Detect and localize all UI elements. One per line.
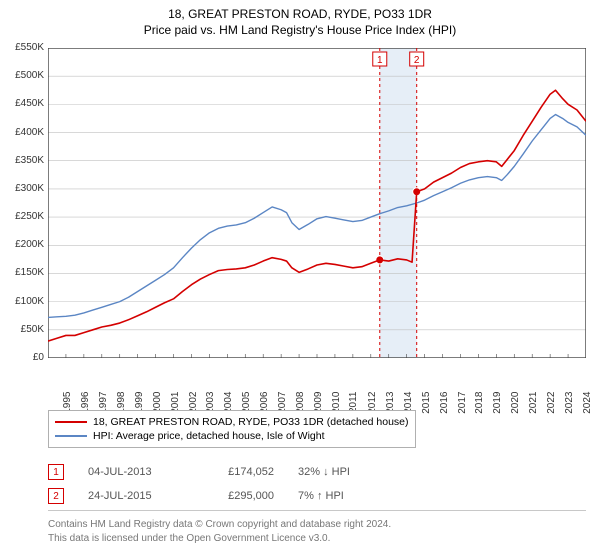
event-date-2: 24-JUL-2015 bbox=[88, 490, 180, 502]
footer-line-1: Contains HM Land Registry data © Crown c… bbox=[48, 518, 391, 532]
x-tick-label: 2023 bbox=[564, 392, 575, 414]
y-tick-label: £500K bbox=[4, 70, 44, 81]
footer: Contains HM Land Registry data © Crown c… bbox=[48, 518, 391, 545]
legend-swatch bbox=[55, 435, 87, 437]
y-tick-label: £200K bbox=[4, 239, 44, 250]
svg-text:1: 1 bbox=[377, 55, 383, 66]
price-chart: 12 bbox=[48, 48, 586, 358]
x-tick-label: 2020 bbox=[510, 392, 521, 414]
event-date-1: 04-JUL-2013 bbox=[88, 466, 180, 478]
y-tick-label: £450K bbox=[4, 98, 44, 109]
svg-text:2: 2 bbox=[414, 55, 420, 66]
legend-row: HPI: Average price, detached house, Isle… bbox=[55, 429, 409, 443]
event-marker-1: 1 bbox=[48, 464, 64, 480]
y-tick-label: £100K bbox=[4, 296, 44, 307]
x-tick-label: 2017 bbox=[456, 392, 467, 414]
divider bbox=[48, 510, 586, 511]
event-vs-hpi-2: 7% ↑ HPI bbox=[298, 490, 388, 502]
chart-container: 18, GREAT PRESTON ROAD, RYDE, PO33 1DR P… bbox=[0, 0, 600, 560]
page-subtitle: Price paid vs. HM Land Registry's House … bbox=[0, 23, 600, 41]
y-tick-label: £300K bbox=[4, 183, 44, 194]
x-tick-label: 2015 bbox=[420, 392, 431, 414]
y-tick-label: £250K bbox=[4, 211, 44, 222]
legend: 18, GREAT PRESTON ROAD, RYDE, PO33 1DR (… bbox=[48, 410, 416, 448]
x-tick-label: 2022 bbox=[546, 392, 557, 414]
y-tick-label: £150K bbox=[4, 267, 44, 278]
x-tick-label: 2019 bbox=[492, 392, 503, 414]
x-tick-label: 2016 bbox=[438, 392, 449, 414]
y-tick-label: £550K bbox=[4, 42, 44, 53]
legend-label: 18, GREAT PRESTON ROAD, RYDE, PO33 1DR (… bbox=[93, 416, 409, 428]
x-tick-label: 2021 bbox=[528, 392, 539, 414]
footer-line-2: This data is licensed under the Open Gov… bbox=[48, 532, 391, 546]
page-title: 18, GREAT PRESTON ROAD, RYDE, PO33 1DR bbox=[0, 0, 600, 23]
x-tick-label: 2018 bbox=[474, 392, 485, 414]
event-row-2: 2 24-JUL-2015 £295,000 7% ↑ HPI bbox=[48, 488, 388, 504]
y-tick-label: £350K bbox=[4, 155, 44, 166]
event-marker-2: 2 bbox=[48, 488, 64, 504]
legend-swatch bbox=[55, 421, 87, 423]
y-tick-label: £400K bbox=[4, 127, 44, 138]
y-tick-label: £50K bbox=[4, 324, 44, 335]
event-price-1: £174,052 bbox=[204, 466, 274, 478]
legend-label: HPI: Average price, detached house, Isle… bbox=[93, 430, 325, 442]
y-tick-label: £0 bbox=[4, 352, 44, 363]
event-vs-hpi-1: 32% ↓ HPI bbox=[298, 466, 388, 478]
legend-row: 18, GREAT PRESTON ROAD, RYDE, PO33 1DR (… bbox=[55, 415, 409, 429]
x-tick-label: 2024 bbox=[582, 392, 593, 414]
event-price-2: £295,000 bbox=[204, 490, 274, 502]
event-row-1: 1 04-JUL-2013 £174,052 32% ↓ HPI bbox=[48, 464, 388, 480]
